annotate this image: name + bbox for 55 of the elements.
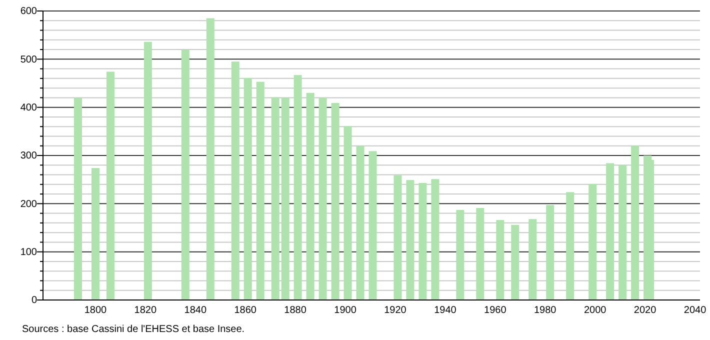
bar — [244, 78, 252, 300]
bar — [406, 180, 414, 300]
x-tick-label: 1920 — [384, 305, 407, 316]
bar — [306, 92, 314, 300]
x-tick-label: 2000 — [584, 305, 607, 316]
bar — [318, 98, 327, 300]
x-tick-label: 1800 — [84, 305, 108, 316]
bar — [106, 72, 114, 300]
y-tick-label: 600 — [20, 6, 38, 18]
x-tick-label: 1840 — [184, 305, 207, 316]
x-tick-label: 2040 — [684, 305, 707, 316]
bar — [418, 182, 427, 300]
bar — [368, 151, 377, 300]
y-tick-label: 500 — [20, 54, 38, 66]
x-tick-label: 1960 — [484, 305, 507, 316]
bar — [528, 219, 537, 300]
bar — [206, 18, 214, 300]
bar — [144, 42, 152, 300]
x-tick-label: 1880 — [284, 305, 307, 316]
source-note: Sources : base Cassini de l'EHESS et base Insee. — [22, 324, 245, 335]
bar — [546, 205, 554, 300]
x-tick-label: 1860 — [234, 305, 257, 316]
bar — [281, 98, 290, 300]
bar — [294, 75, 302, 300]
bar — [631, 146, 640, 300]
bar — [181, 50, 190, 300]
x-tick-label: 1980 — [534, 305, 557, 316]
x-tick-label: 1820 — [134, 305, 157, 316]
y-tick-label: 100 — [20, 247, 38, 258]
y-tick-label: 400 — [20, 102, 38, 114]
bar — [356, 146, 364, 300]
bar — [231, 62, 240, 300]
y-tick-label: 0 — [31, 295, 38, 306]
bar — [618, 165, 627, 300]
bar — [74, 98, 82, 300]
y-tick-label: 300 — [20, 150, 38, 162]
y-tick-label: 200 — [20, 198, 38, 210]
bar — [344, 126, 352, 300]
bar — [256, 82, 264, 300]
bar — [606, 163, 614, 300]
bar — [431, 179, 440, 300]
bar — [644, 156, 652, 300]
x-tick-label: 1900 — [334, 305, 357, 316]
bar — [91, 168, 100, 300]
bar — [394, 175, 402, 300]
x-tick-label: 2020 — [634, 305, 657, 316]
bar — [331, 103, 340, 300]
bar — [476, 208, 484, 300]
bar — [588, 184, 597, 300]
bar — [456, 210, 464, 300]
bar — [496, 220, 504, 300]
bar — [511, 224, 520, 300]
x-tick-label: 1940 — [434, 305, 457, 316]
bar — [271, 97, 280, 300]
bar — [566, 192, 574, 300]
